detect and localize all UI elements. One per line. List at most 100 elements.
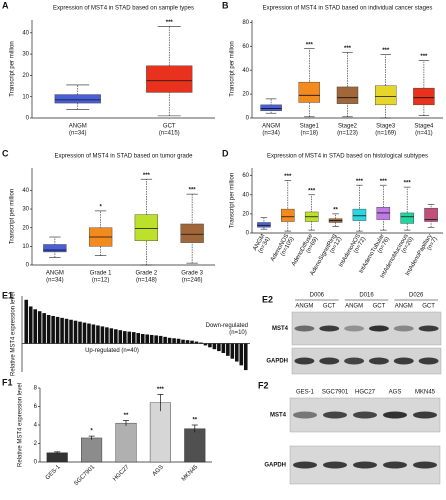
significance: **	[333, 207, 338, 213]
bar	[181, 339, 185, 344]
blot-band	[393, 325, 414, 332]
lane-label: GES-1	[296, 390, 315, 396]
significance: *	[99, 204, 102, 210]
x-tick-note: (n=12)	[92, 278, 110, 284]
bar	[203, 343, 208, 346]
box	[376, 206, 391, 220]
panel-label: A	[2, 0, 9, 10]
bar	[217, 343, 221, 352]
bar	[109, 328, 114, 344]
lane-label: GCT	[422, 304, 435, 310]
bar	[149, 402, 171, 463]
blot-band	[418, 357, 439, 365]
row-label: GAPDH	[264, 463, 286, 469]
bar	[46, 452, 68, 463]
x-tick-label: ANGM	[69, 124, 87, 130]
y-tick-label: 10	[22, 244, 29, 250]
blot-band	[323, 461, 347, 469]
x-tick-note: (n=34)	[69, 131, 87, 137]
x-tick-note: (n=18)	[301, 131, 319, 137]
panel-label: B	[222, 0, 229, 10]
bar	[235, 343, 239, 362]
blot-band	[368, 325, 389, 332]
lane-label: SGC7901	[322, 390, 349, 396]
bar	[230, 343, 235, 359]
bar	[127, 331, 132, 344]
bar	[82, 322, 87, 344]
y-tick-label: 60	[242, 173, 249, 179]
lane-label: ANGM	[295, 304, 313, 310]
blot-band	[368, 357, 389, 365]
significance: ***	[382, 48, 390, 54]
x-tick-label: Grade 1	[90, 271, 112, 277]
significance: ***	[308, 188, 316, 194]
blot-background	[291, 311, 442, 346]
box	[336, 86, 359, 104]
bar	[33, 309, 37, 344]
group-label: D006	[310, 293, 325, 299]
blot-band	[353, 461, 377, 469]
x-tick-note: (n=34)	[46, 278, 64, 284]
annotation: Down-regulated	[206, 323, 248, 329]
box	[281, 208, 295, 222]
blot-band	[413, 411, 437, 419]
bar	[145, 334, 149, 344]
bar	[185, 340, 190, 344]
box	[43, 244, 67, 253]
bar	[91, 324, 96, 344]
bar	[226, 343, 230, 356]
y-axis-label: Transcript per million	[10, 41, 16, 96]
bar	[194, 341, 199, 344]
x-tick-label: HGC27	[112, 464, 131, 483]
x-tick-label: Stage1	[300, 124, 320, 130]
significance: ***	[344, 46, 352, 52]
y-axis-label: Relative MST4 expression level	[18, 383, 24, 467]
bar	[172, 338, 176, 344]
row-label: MST4	[270, 413, 287, 419]
panel-label: D	[222, 148, 229, 158]
y-axis-label: Relative MST4 expression level	[11, 292, 17, 376]
panel-label: F2	[258, 380, 269, 390]
blot-band	[344, 325, 365, 332]
y-tick-label: 30	[22, 207, 29, 213]
y-tick-label: 20	[22, 225, 29, 231]
significance: ***	[189, 188, 197, 194]
bar	[212, 343, 217, 350]
bar	[96, 325, 100, 344]
significance: ***	[284, 174, 292, 180]
bar	[115, 422, 137, 463]
y-tick-label: 40	[242, 192, 249, 198]
row-label: GAPDH	[266, 359, 288, 365]
bar	[114, 329, 118, 344]
bar	[28, 306, 33, 344]
x-tick-label: Stage3	[376, 124, 396, 130]
lane-label: MKN45	[415, 390, 436, 396]
bar	[136, 333, 141, 344]
x-tick-label: AGS	[152, 464, 165, 477]
box	[146, 65, 193, 93]
y-tick-label: 40	[242, 68, 249, 74]
box	[352, 208, 367, 221]
y-tick-label: 8	[34, 386, 38, 392]
blot-band	[393, 357, 414, 365]
row-label: MST4	[272, 326, 289, 332]
bar	[154, 335, 158, 344]
blot-band	[293, 411, 317, 419]
y-tick-label: 30	[22, 52, 29, 58]
group-label: D026	[409, 293, 424, 299]
y-tick-label: 20	[22, 73, 29, 79]
chart-title: Expression of MST4 in STAD based on samp…	[53, 6, 194, 12]
blot-band	[418, 325, 439, 332]
y-tick-label: 20	[242, 211, 249, 217]
x-tick-note: (n=148)	[136, 278, 157, 284]
significance: ***	[380, 179, 388, 185]
panel-label: F1	[2, 377, 13, 387]
y-tick-label: 0	[26, 116, 30, 122]
x-tick-label: GES-1	[45, 464, 62, 481]
y-axis-label: Transcript per million	[230, 41, 236, 96]
box	[260, 104, 282, 112]
box	[54, 94, 101, 104]
y-tick-label: 20	[242, 92, 249, 98]
bar	[118, 330, 123, 344]
